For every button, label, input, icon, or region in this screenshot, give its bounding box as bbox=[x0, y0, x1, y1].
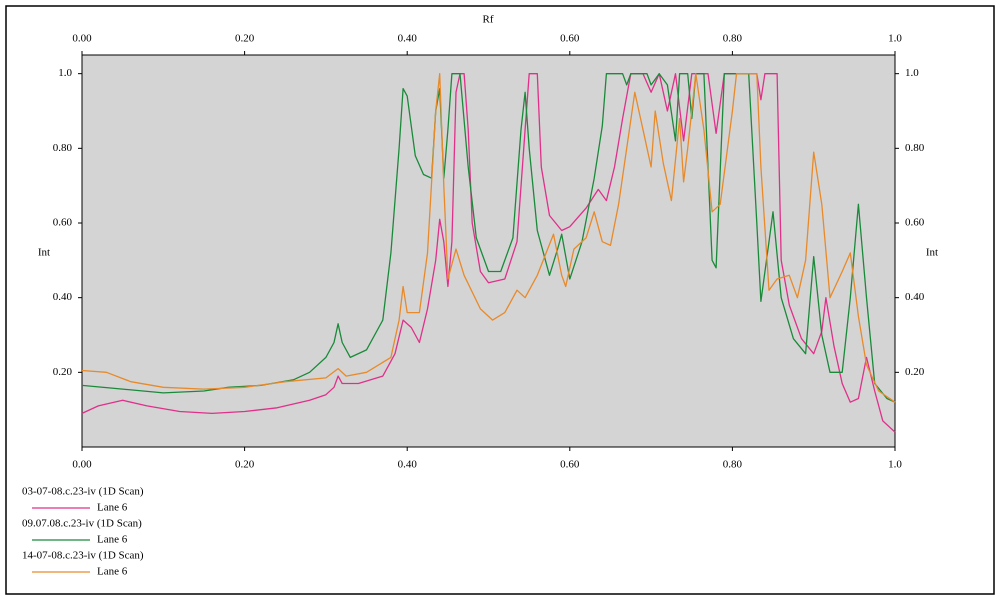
legend-name: 09.07.08.c.23-iv (1D Scan) bbox=[22, 518, 142, 530]
series-line bbox=[81, 73, 896, 403]
y-tick-label: 0.80 bbox=[53, 142, 73, 154]
y2-tick-label: 0.80 bbox=[905, 142, 925, 154]
x-tick-label: 0.60 bbox=[560, 459, 580, 471]
x2-tick-label: 0.60 bbox=[560, 33, 580, 45]
x2-tick-label: 0.40 bbox=[398, 33, 418, 45]
x2-tick-label: 1.0 bbox=[888, 33, 902, 45]
y-tick-label: 0.20 bbox=[53, 366, 73, 378]
y2-tick-label: 0.40 bbox=[905, 291, 925, 303]
x-tick-label: 0.80 bbox=[723, 459, 743, 471]
legend-name: 03-07-08.c.23-iv (1D Scan) bbox=[22, 486, 144, 498]
y-tick-label: 0.40 bbox=[53, 291, 73, 303]
y2-axis-title: Int bbox=[926, 247, 938, 259]
y2-tick-label: 0.20 bbox=[905, 366, 925, 378]
x-tick-label: 0.40 bbox=[398, 459, 418, 471]
y-tick-label: 1.0 bbox=[58, 67, 72, 79]
y-axis-title: Int bbox=[38, 247, 50, 259]
y2-tick-label: 0.60 bbox=[905, 217, 925, 229]
x2-tick-label: 0.80 bbox=[723, 33, 743, 45]
legend-lane: Lane 6 bbox=[97, 534, 128, 546]
plot-area bbox=[81, 54, 896, 448]
y-tick-label: 0.60 bbox=[53, 217, 73, 229]
series-line bbox=[81, 73, 896, 403]
x2-axis-title: Rf bbox=[483, 14, 494, 26]
series-line bbox=[81, 73, 896, 433]
x-tick-label: 1.0 bbox=[888, 459, 902, 471]
x-tick-label: 0.20 bbox=[235, 459, 255, 471]
x-tick-label: 0.00 bbox=[72, 459, 92, 471]
y2-tick-label: 1.0 bbox=[905, 67, 919, 79]
legend-lane: Lane 6 bbox=[97, 566, 128, 578]
x2-tick-label: 0.20 bbox=[235, 33, 255, 45]
legend-name: 14-07-08.c.23-iv (1D Scan) bbox=[22, 550, 144, 562]
x2-tick-label: 0.00 bbox=[72, 33, 92, 45]
legend-lane: Lane 6 bbox=[97, 502, 128, 514]
